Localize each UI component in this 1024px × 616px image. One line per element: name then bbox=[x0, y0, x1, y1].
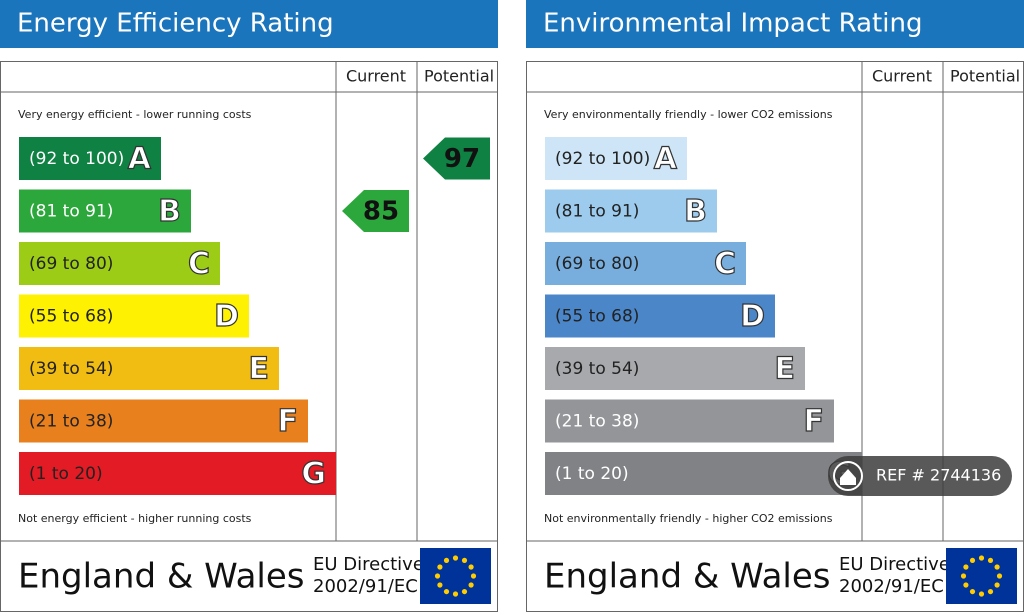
flag-star bbox=[443, 588, 450, 595]
rating-band bbox=[19, 347, 279, 390]
flag-star bbox=[987, 557, 994, 564]
flag-star bbox=[461, 588, 468, 595]
ref-text: REF # 2744136 bbox=[876, 466, 1001, 485]
flag-star bbox=[461, 557, 468, 564]
column-header: Potential bbox=[950, 67, 1020, 86]
band-letter: B bbox=[158, 194, 181, 229]
band-letter: E bbox=[249, 352, 270, 387]
rating-band bbox=[545, 452, 862, 495]
band-letter: E bbox=[775, 352, 796, 387]
band-letter: F bbox=[804, 404, 825, 439]
rating-band bbox=[19, 189, 191, 233]
rating-band bbox=[19, 137, 161, 180]
flag-star bbox=[969, 557, 976, 564]
band-letter: F bbox=[278, 404, 299, 439]
band-range: (1 to 20) bbox=[555, 464, 629, 484]
panel-title: Energy Efficiency Rating bbox=[17, 9, 334, 39]
band-range: (55 to 68) bbox=[29, 307, 113, 327]
flag-star bbox=[437, 564, 443, 570]
band-letter: C bbox=[714, 247, 736, 282]
rating-band bbox=[19, 242, 220, 285]
flag-star bbox=[468, 582, 474, 588]
column-header: Potential bbox=[424, 67, 494, 86]
rating-value: 85 bbox=[363, 197, 399, 227]
band-range: (81 to 91) bbox=[29, 202, 113, 222]
band-range: (92 to 100) bbox=[29, 149, 124, 169]
band-range: (55 to 68) bbox=[555, 307, 639, 327]
column-header: Current bbox=[346, 67, 406, 86]
rating-band bbox=[545, 189, 717, 233]
band-range: (81 to 91) bbox=[555, 202, 639, 222]
rating-band bbox=[545, 347, 805, 390]
top-note: Very energy efficient - lower running co… bbox=[18, 108, 252, 121]
rating-band bbox=[545, 399, 834, 443]
rating-arrow bbox=[423, 137, 490, 180]
directive: 2002/91/EC bbox=[313, 576, 418, 597]
rating-band bbox=[545, 294, 775, 338]
column-header: Current bbox=[872, 67, 932, 86]
flag-star bbox=[969, 588, 976, 595]
directive: EU Directive bbox=[313, 554, 424, 575]
band-letter: B bbox=[684, 194, 707, 229]
band-range: (21 to 38) bbox=[29, 412, 113, 432]
title-bar bbox=[0, 0, 498, 48]
directive: 2002/91/EC bbox=[839, 576, 944, 597]
flag-star bbox=[452, 591, 459, 597]
flag-star bbox=[434, 573, 441, 579]
band-letter: G bbox=[301, 457, 326, 492]
footer-country: England & Wales bbox=[544, 557, 831, 597]
band-letter: C bbox=[188, 247, 210, 282]
band-range: (69 to 80) bbox=[29, 254, 113, 274]
rating-value: 97 bbox=[444, 144, 480, 174]
ref-icon bbox=[840, 469, 856, 485]
flag-star bbox=[470, 573, 477, 579]
rating-band bbox=[19, 452, 336, 495]
rating-band bbox=[19, 294, 249, 338]
rating-band bbox=[19, 399, 308, 443]
flag-star bbox=[963, 564, 969, 570]
footer-country: England & Wales bbox=[18, 557, 305, 597]
rating-panel: Environmental Impact Rating Current Potent… bbox=[526, 0, 1024, 612]
ref-badge bbox=[828, 456, 1012, 496]
band-range: (39 to 54) bbox=[555, 359, 639, 379]
bottom-note: Not environmentally friendly - higher CO… bbox=[544, 512, 833, 525]
flag-star bbox=[960, 573, 967, 579]
rating-band bbox=[545, 137, 687, 180]
band-letter: D bbox=[214, 299, 239, 334]
band-range: (39 to 54) bbox=[29, 359, 113, 379]
band-letter: A bbox=[128, 142, 152, 177]
rating-arrow bbox=[342, 190, 409, 232]
panel-title: Environmental Impact Rating bbox=[543, 9, 922, 39]
flag-star bbox=[987, 588, 994, 595]
title-bar bbox=[526, 0, 1024, 48]
flag-star bbox=[963, 582, 969, 588]
flag-star bbox=[452, 555, 459, 561]
band-letter: A bbox=[654, 142, 678, 177]
flag-star bbox=[978, 555, 985, 561]
bottom-note: Not energy efficient - higher running co… bbox=[18, 512, 252, 525]
rating-panel: Energy Efficiency Rating Current Potential… bbox=[0, 0, 498, 612]
flag-star bbox=[994, 564, 1000, 570]
top-note: Very environmentally friendly - lower CO… bbox=[544, 108, 833, 121]
ref-icon bbox=[833, 461, 863, 491]
flag-star bbox=[437, 582, 443, 588]
flag-star bbox=[994, 582, 1000, 588]
flag-star bbox=[978, 591, 985, 597]
band-range: (92 to 100) bbox=[555, 149, 650, 169]
directive: EU Directive bbox=[839, 554, 950, 575]
band-range: (69 to 80) bbox=[555, 254, 639, 274]
flag-star bbox=[996, 573, 1003, 579]
flag-star bbox=[468, 564, 474, 570]
rating-band bbox=[545, 242, 746, 285]
band-range: (1 to 20) bbox=[29, 464, 103, 484]
flag-star bbox=[443, 557, 450, 564]
band-letter: D bbox=[740, 299, 765, 334]
band-range: (21 to 38) bbox=[555, 412, 639, 432]
